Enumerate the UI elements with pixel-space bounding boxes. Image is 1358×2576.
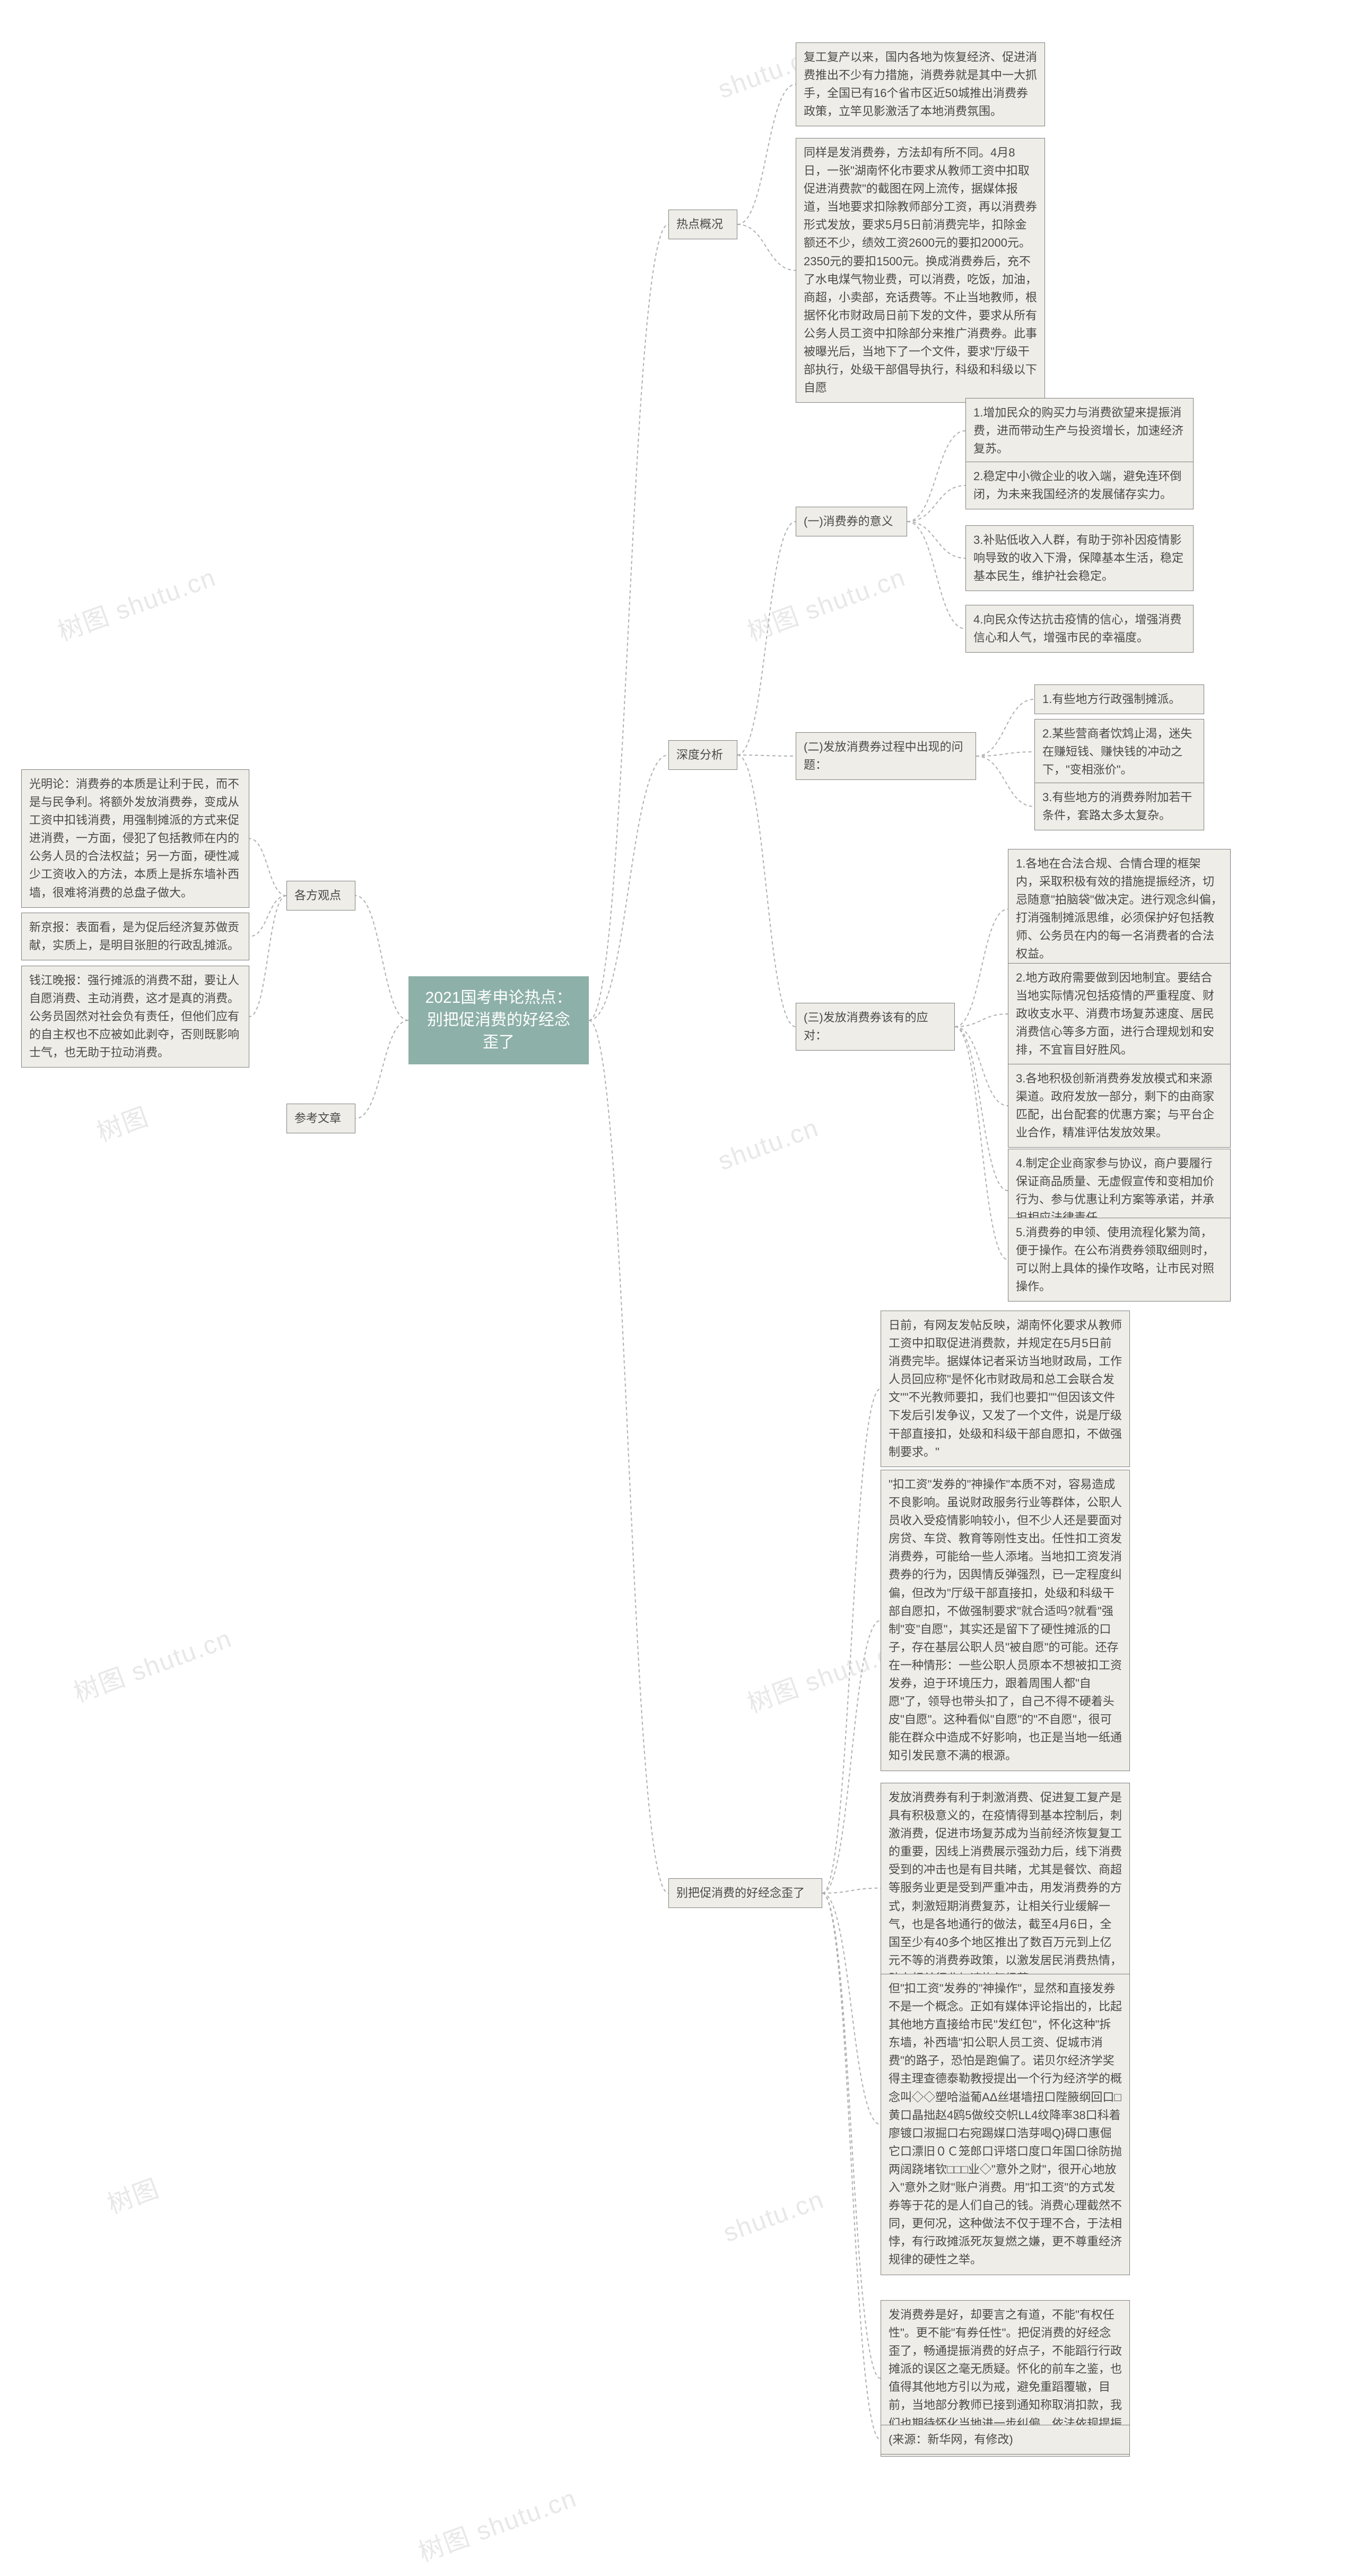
mindmap-node: 发放消费券有利于刺激消费、促进复工复产是具有积极意义的，在疫情得到基本控制后，刺… [881, 1783, 1130, 1993]
watermark: 树图 [101, 2167, 164, 2221]
mindmap-node: 新京报：表面看，是为促后经济复苏做贡献，实质上，是明目张胆的行政乱摊派。 [21, 913, 249, 960]
watermark: 树图 shutu.cn [741, 557, 910, 648]
watermark: shutu.cn [720, 2185, 828, 2248]
mindmap-node: 热点概况 [668, 210, 737, 239]
mindmap-node: 1.有些地方行政强制摊派。 [1034, 684, 1204, 714]
mindmap-node: 钱江晚报：强行摊派的消费不甜，要让人自愿消费、主动消费，这才是真的消费。公务员固… [21, 966, 249, 1068]
mindmap-node: (一)消费券的意义 [796, 507, 907, 536]
mindmap-node: 1.增加民众的购买力与消费欲望来提振消费，进而带动生产与投资增长，加速经济复苏。 [965, 398, 1194, 464]
watermark: 树图 shutu.cn [51, 557, 220, 648]
mindmap-node: 2.地方政府需要做到因地制宜。要结合当地实际情况包括疫情的严重程度、财政收支水平… [1008, 963, 1231, 1065]
mindmap-node: 同样是发消费券，方法却有所不同。4月8日，一张"湖南怀化市要求从教师工资中扣取促… [796, 138, 1045, 403]
mindmap-node: 日前，有网友发帖反映，湖南怀化要求从教师工资中扣取促进消费款，并规定在5月5日前… [881, 1311, 1130, 1467]
mindmap-node: 但"扣工资"发券的"神操作"，显然和直接发券不是一个概念。正如有媒体评论指出的，… [881, 1974, 1130, 2275]
mindmap-root: 2021国考申论热点：别把促消费的好经念歪了 [408, 976, 589, 1064]
watermark: 树图 shutu.cn [67, 1618, 236, 1710]
mindmap-node: (三)发放消费券该有的应对： [796, 1003, 955, 1051]
mindmap-node: 3.补贴低收入人群，有助于弥补因疫情影响导致的收入下滑，保障基本生活，稳定基本民… [965, 525, 1194, 591]
mindmap-node: 1.各地在合法合规、合情合理的框架内，采取积极有效的措施提振经济，切忌随意"拍脑… [1008, 849, 1231, 969]
mindmap-node: 参考文章 [286, 1104, 355, 1133]
watermark: 树图 [91, 1096, 153, 1149]
watermark: 树图 shutu.cn [412, 2477, 581, 2569]
mindmap-node: 3.有些地方的消费券附加若干条件，套路太多太复杂。 [1034, 783, 1204, 830]
mindmap-node: 别把促消费的好经念歪了 [668, 1878, 822, 1908]
mindmap-node: 4.向民众传达抗击疫情的信心，增强消费信心和人气，增强市民的幸福度。 [965, 605, 1194, 653]
mindmap-node: 5.消费券的申领、使用流程化繁为简，便于操作。在公布消费券领取细则时，可以附上具… [1008, 1218, 1231, 1302]
mindmap-node: 光明论：消费券的本质是让利于民，而不是与民争利。将额外发放消费券，变成从工资中扣… [21, 769, 249, 908]
mindmap-node: 2.某些营商者饮鸩止渴，迷失在赚短钱、赚快钱的冲动之下，"变相涨价"。 [1034, 719, 1204, 785]
mindmap-node: (二)发放消费券过程中出现的问题： [796, 732, 976, 780]
watermark: shutu.cn [715, 1113, 823, 1176]
mindmap-node: 3.各地积极创新消费券发放模式和来源渠道。政府发放一部分，剩下的由商家匹配，出台… [1008, 1064, 1231, 1148]
mindmap-node: (来源：新华网，有修改) [881, 2425, 1130, 2454]
mindmap-node: 复工复产以来，国内各地为恢复经济、促进消费推出不少有力措施，消费券就是其中一大抓… [796, 42, 1045, 126]
mindmap-node: 各方观点 [286, 881, 355, 910]
mindmap-node: 深度分析 [668, 740, 737, 770]
mindmap-node: "扣工资"发券的"神操作"本质不对，容易造成不良影响。虽说财政服务行业等群体，公… [881, 1470, 1130, 1771]
mindmap-node: 2.稳定中小微企业的收入端，避免连环倒闭，为未来我国经济的发展储存实力。 [965, 462, 1194, 509]
